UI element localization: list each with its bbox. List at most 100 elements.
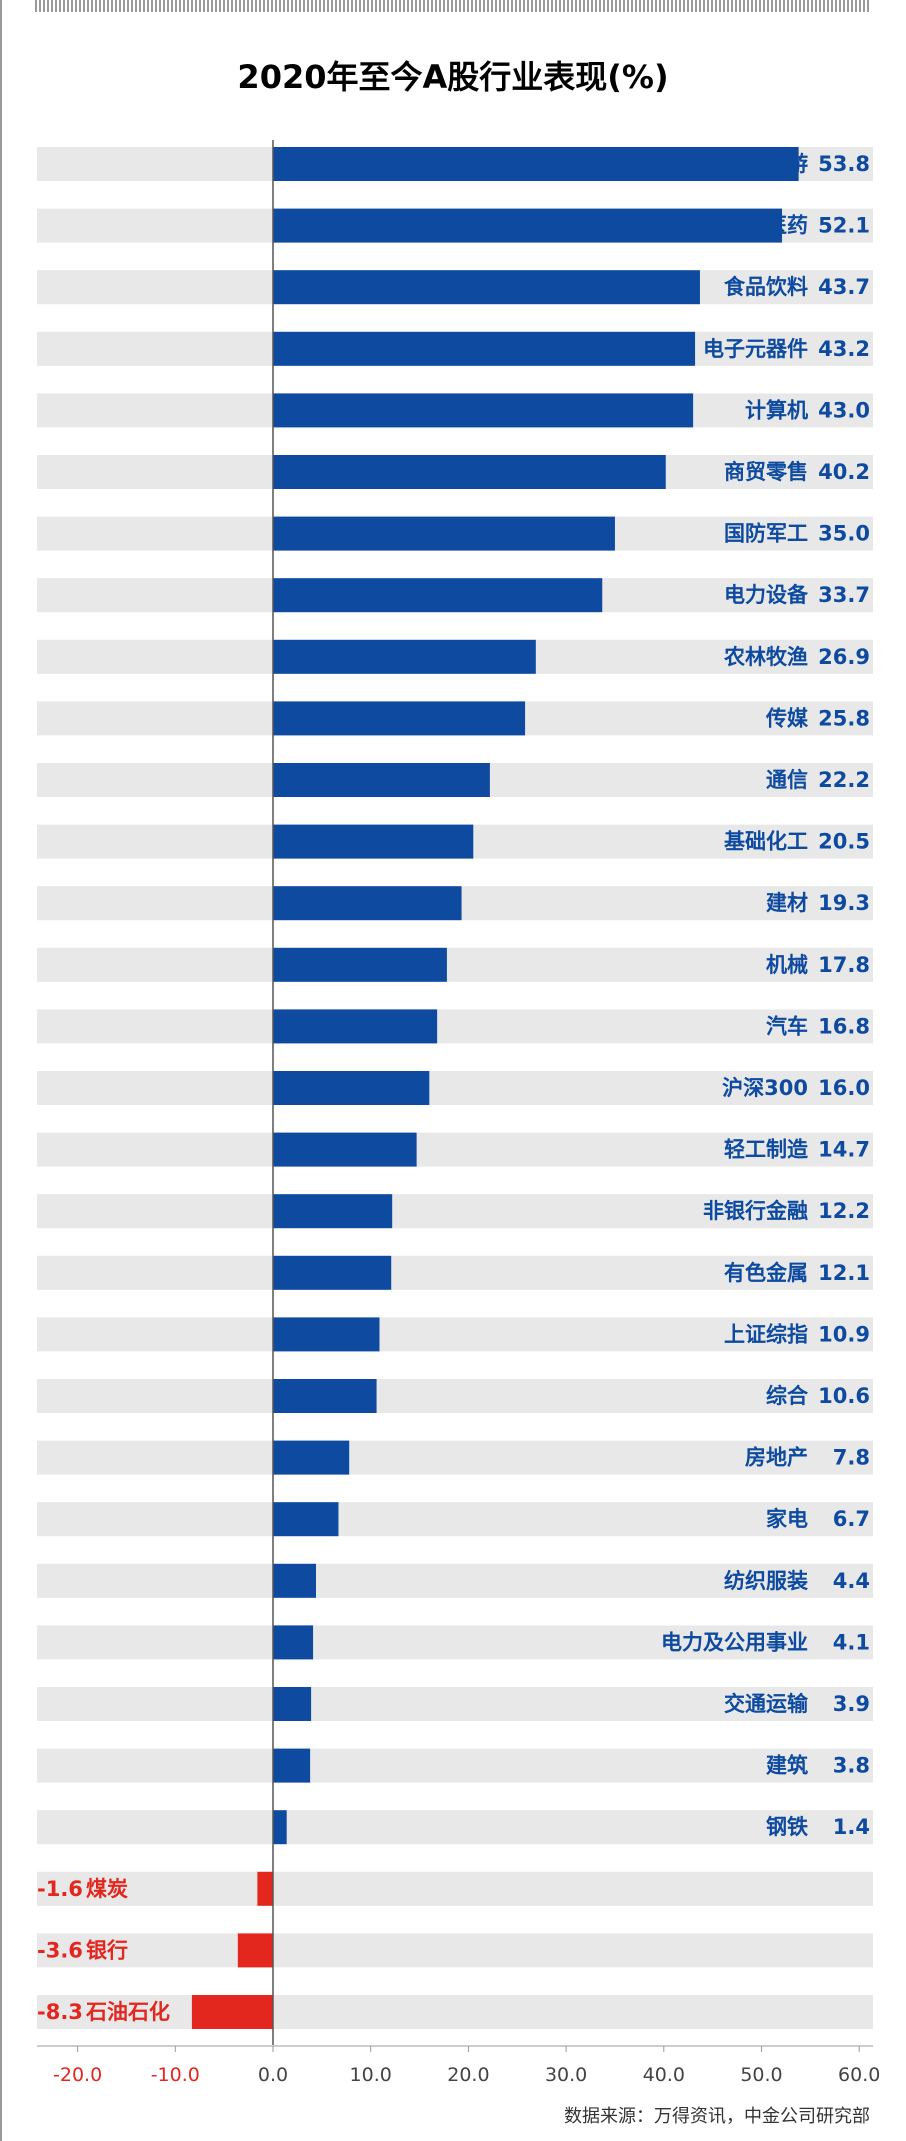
- category-label: 非银行金融: [703, 1199, 808, 1223]
- value-label: -3.6: [37, 1938, 83, 1962]
- chart-title: 2020年至今A股行业表现(%): [237, 58, 669, 96]
- source-note: 数据来源：万得资讯，中金公司研究部: [564, 2106, 870, 2127]
- value-label: 3.8: [833, 1754, 870, 1778]
- bar: [273, 208, 783, 243]
- bar: [273, 578, 603, 613]
- value-label: 33.7: [818, 583, 870, 607]
- category-label: 商贸零售: [724, 460, 808, 484]
- bar: [273, 1132, 417, 1167]
- bar-track: [37, 1071, 873, 1105]
- value-label: 43.2: [818, 337, 870, 361]
- bar-track: [37, 1379, 873, 1413]
- value-label: 16.0: [818, 1076, 870, 1100]
- bar-track: [37, 1933, 873, 1968]
- value-label: 43.7: [818, 275, 870, 299]
- bar: [273, 1748, 311, 1783]
- value-label: -1.6: [37, 1877, 83, 1901]
- category-label: 医药: [766, 214, 808, 238]
- bar: [273, 455, 666, 489]
- bar: [273, 701, 526, 736]
- bar-track: [37, 1625, 873, 1660]
- category-label: 房地产: [745, 1446, 808, 1470]
- category-label: 交通运输: [724, 1692, 809, 1716]
- category-label: 建材: [766, 891, 808, 915]
- category-label: 银行: [86, 1938, 128, 1962]
- left-border-rule: [0, 0, 2, 2141]
- category-label: 轻工制造: [724, 1138, 809, 1162]
- bar: [273, 1009, 438, 1044]
- bar-track: [37, 1748, 873, 1783]
- bar: [273, 1625, 314, 1660]
- bar: [273, 516, 615, 551]
- category-label: 纺织服装: [724, 1569, 808, 1593]
- x-tick-label: -20.0: [53, 2064, 102, 2086]
- bar: [273, 1317, 380, 1352]
- value-label: 1.4: [833, 1815, 870, 1839]
- bar: [273, 639, 536, 674]
- bar-track: [37, 1132, 873, 1167]
- bar-track: [37, 1009, 873, 1044]
- x-tick-label: 20.0: [447, 2064, 489, 2086]
- category-label: 餐饮旅游: [724, 152, 808, 176]
- value-label: -8.3: [37, 2000, 83, 2024]
- bar: [273, 1440, 350, 1475]
- bar: [273, 1563, 316, 1598]
- value-label: 3.9: [833, 1692, 870, 1716]
- value-label: 10.6: [818, 1384, 870, 1408]
- category-label: 食品饮料: [724, 275, 808, 299]
- x-tick-label: 30.0: [545, 2064, 587, 2086]
- bar-track: [37, 1687, 873, 1721]
- category-label: 家电: [766, 1507, 808, 1531]
- value-label: 4.4: [833, 1569, 870, 1593]
- bar: [273, 1194, 393, 1229]
- bar-track: [37, 1502, 873, 1537]
- category-label: 国防军工: [724, 522, 808, 546]
- value-label: 20.5: [818, 830, 870, 854]
- x-tick-label: -10.0: [151, 2064, 200, 2086]
- bar-track: [37, 1995, 873, 2029]
- bar: [273, 1810, 287, 1845]
- category-label: 汽车: [766, 1014, 808, 1038]
- value-label: 40.2: [818, 460, 870, 484]
- value-label: 19.3: [818, 891, 870, 915]
- bar-track: [37, 1317, 873, 1352]
- bar: [273, 331, 696, 366]
- bar: [273, 147, 799, 181]
- value-label: 53.8: [818, 152, 870, 176]
- category-label: 电力及公用事业: [661, 1630, 808, 1654]
- bar: [273, 763, 490, 797]
- bar: [273, 886, 462, 921]
- bar: [273, 824, 474, 859]
- value-label: 35.0: [818, 522, 870, 546]
- top-dotted-rule: [35, 0, 870, 12]
- bar: [273, 270, 700, 305]
- bar: [191, 1995, 273, 2029]
- value-label: 26.9: [818, 645, 870, 669]
- x-tick-label: 0.0: [258, 2064, 288, 2086]
- category-label: 计算机: [745, 398, 808, 422]
- category-label: 沪深300: [722, 1076, 808, 1100]
- bar: [273, 1379, 377, 1413]
- value-label: 10.9: [818, 1322, 870, 1346]
- value-label: 6.7: [833, 1507, 870, 1531]
- bar-track: [37, 1255, 873, 1290]
- category-label: 煤炭: [86, 1877, 128, 1901]
- value-label: 12.2: [818, 1199, 870, 1223]
- x-tick-label: 10.0: [350, 2064, 392, 2086]
- category-label: 传媒: [765, 706, 809, 730]
- category-label: 通信: [766, 768, 808, 792]
- value-label: 7.8: [833, 1446, 870, 1470]
- bar-track: [37, 1194, 873, 1229]
- value-label: 4.1: [833, 1630, 870, 1654]
- value-label: 17.8: [818, 953, 870, 977]
- category-label: 综合: [766, 1384, 809, 1408]
- bar-track: [37, 947, 873, 982]
- value-label: 52.1: [818, 214, 870, 238]
- category-label: 电力设备: [724, 583, 809, 607]
- bar-track: [37, 1810, 873, 1845]
- bar: [273, 1502, 339, 1537]
- bar-track: [37, 1440, 873, 1475]
- category-label: 上证综指: [724, 1322, 808, 1346]
- value-label: 12.1: [818, 1261, 870, 1285]
